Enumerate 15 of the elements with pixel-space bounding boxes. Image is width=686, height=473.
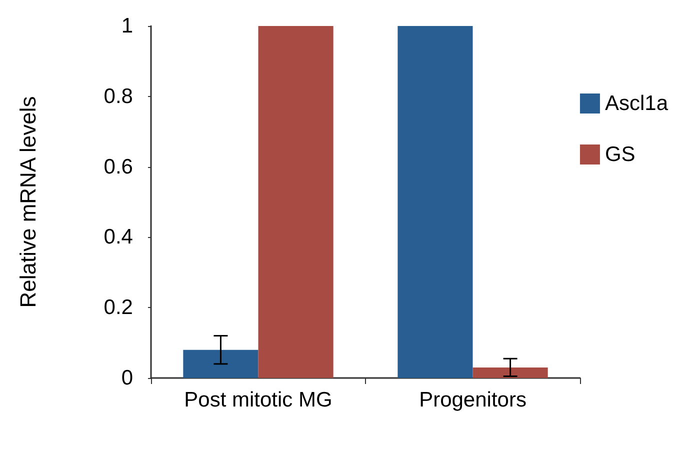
y-tick-label: 0.4 — [104, 226, 134, 249]
y-tick-label: 0.6 — [104, 155, 133, 178]
x-tick-label: Post mitotic MG — [184, 388, 332, 412]
y-tick-label: 0.2 — [104, 296, 133, 320]
y-tick-label: 0 — [121, 366, 133, 390]
legend-label: Ascl1a — [604, 92, 668, 115]
x-tick-label: Progenitors — [419, 388, 526, 412]
bar — [258, 26, 334, 378]
y-axis-title: Relative mRNA levels — [16, 96, 40, 308]
bar — [398, 26, 473, 378]
y-tick-label: 0.8 — [104, 84, 133, 108]
bar — [472, 367, 548, 378]
bar — [183, 350, 258, 378]
legend-label: GS — [604, 143, 636, 166]
y-tick-label: 1 — [121, 14, 133, 38]
